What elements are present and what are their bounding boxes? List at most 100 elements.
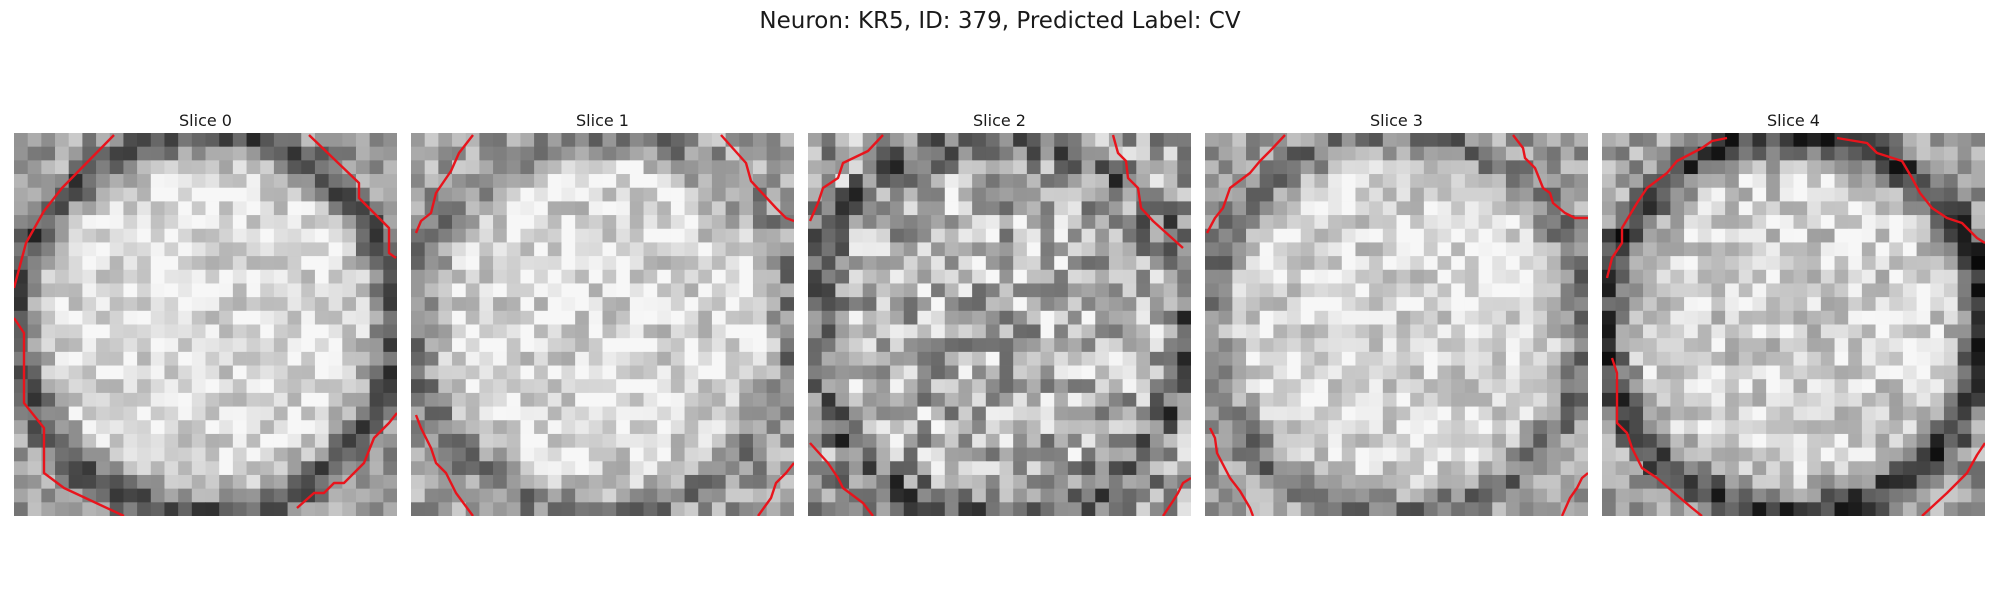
pixel <box>1177 338 1191 353</box>
pixel <box>1328 133 1343 148</box>
pixel <box>205 297 220 312</box>
pixel <box>1834 283 1849 298</box>
pixel <box>766 474 781 490</box>
pixel <box>465 133 480 148</box>
pixel <box>1232 160 1247 175</box>
pixel <box>1218 297 1233 312</box>
pixel <box>1916 256 1931 271</box>
pixel <box>1602 338 1617 353</box>
pixel <box>1355 269 1370 284</box>
pixel <box>219 256 234 271</box>
pixel <box>1273 324 1288 339</box>
slice-title: Slice 3 <box>1370 111 1423 130</box>
pixel <box>1505 392 1521 407</box>
pixel <box>931 365 946 380</box>
pixel <box>1560 310 1575 325</box>
pixel <box>1971 379 1985 394</box>
pixel-grid <box>14 133 397 516</box>
pixel <box>1697 433 1712 449</box>
pixel <box>890 351 905 366</box>
pixel <box>944 174 959 189</box>
pixel <box>1807 502 1822 516</box>
pixel <box>1533 133 1548 148</box>
pixel <box>821 146 836 161</box>
pixel <box>903 215 918 230</box>
pixel <box>260 187 275 202</box>
pixel <box>561 502 576 516</box>
pixel <box>137 310 152 325</box>
pixel <box>273 146 288 161</box>
pixel <box>1875 406 1890 421</box>
pixel <box>547 133 562 148</box>
pixel <box>766 297 781 312</box>
pixel <box>780 461 794 476</box>
pixel <box>547 406 562 421</box>
pixel <box>534 174 549 189</box>
pixel <box>424 488 439 503</box>
pixel <box>273 338 288 353</box>
pixel <box>1834 174 1849 189</box>
pixel <box>1889 310 1904 325</box>
pixel <box>27 502 42 516</box>
pixel <box>287 338 302 353</box>
pixel <box>1163 324 1178 339</box>
pixel <box>232 215 247 230</box>
pixel <box>1725 242 1740 257</box>
pixel <box>1957 146 1972 161</box>
pixel <box>1355 351 1370 366</box>
pixel <box>1122 433 1137 449</box>
pixel <box>684 215 699 230</box>
pixel <box>1451 379 1466 394</box>
pixel <box>1081 447 1096 462</box>
pixel <box>1656 297 1671 312</box>
pixel <box>1108 160 1124 175</box>
pixel <box>1560 215 1575 230</box>
pixel <box>849 269 864 284</box>
pixel <box>643 160 658 175</box>
pixel <box>1232 447 1247 462</box>
pixel <box>369 228 384 243</box>
pixel <box>1437 133 1452 148</box>
pixel <box>328 420 343 435</box>
pixel <box>711 379 727 394</box>
pixel <box>1122 447 1137 462</box>
pixel <box>1615 160 1630 175</box>
pixel <box>1643 269 1658 284</box>
pixel <box>876 461 891 476</box>
pixel <box>1341 201 1356 216</box>
pixel <box>547 488 562 503</box>
pixel <box>1779 160 1794 175</box>
slice-panel-0: Slice 0 <box>14 110 397 516</box>
pixel <box>725 488 740 503</box>
pixel <box>1656 488 1671 503</box>
pixel <box>1341 338 1356 353</box>
pixel <box>273 310 288 325</box>
pixel <box>862 379 877 394</box>
pixel <box>534 215 549 230</box>
pixel <box>999 215 1014 230</box>
pixel <box>520 474 535 490</box>
pixel <box>1546 215 1562 230</box>
pixel <box>123 324 138 339</box>
pixel <box>958 160 973 175</box>
pixel <box>1546 474 1562 490</box>
pixel <box>1971 310 1985 325</box>
pixel <box>82 420 97 435</box>
pixel <box>1602 297 1617 312</box>
pixel <box>1629 365 1644 380</box>
pixel <box>123 406 138 421</box>
pixel <box>137 242 152 257</box>
pixel <box>14 502 29 516</box>
pixel <box>1643 187 1658 202</box>
pixel <box>1040 406 1055 421</box>
pixel <box>27 351 42 366</box>
pixel <box>1889 379 1904 394</box>
pixel <box>1451 502 1466 516</box>
pixel <box>150 447 165 462</box>
pixel <box>1369 392 1384 407</box>
pixel <box>1108 461 1124 476</box>
pixel <box>1259 433 1274 449</box>
pixel <box>643 228 658 243</box>
contour-lines <box>14 134 397 516</box>
pixel <box>1820 187 1835 202</box>
